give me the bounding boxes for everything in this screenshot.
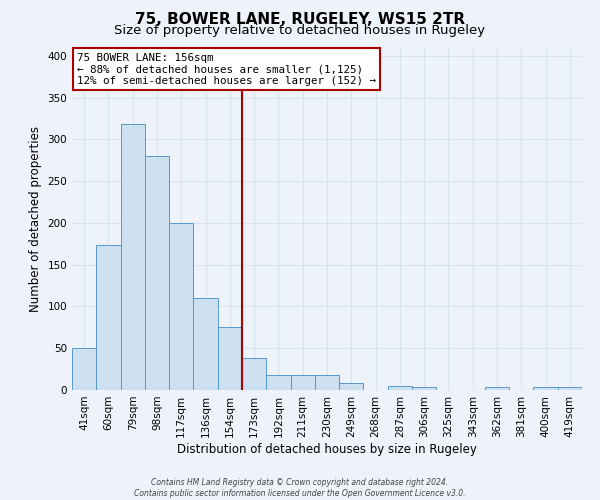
Text: 75 BOWER LANE: 156sqm
← 88% of detached houses are smaller (1,125)
12% of semi-d: 75 BOWER LANE: 156sqm ← 88% of detached …: [77, 52, 376, 86]
Y-axis label: Number of detached properties: Number of detached properties: [29, 126, 42, 312]
Bar: [218, 328, 242, 390]
Bar: [533, 388, 558, 390]
Text: 75, BOWER LANE, RUGELEY, WS15 2TR: 75, BOWER LANE, RUGELEY, WS15 2TR: [135, 12, 465, 28]
Bar: [290, 375, 315, 390]
Bar: [145, 156, 169, 390]
Text: Size of property relative to detached houses in Rugeley: Size of property relative to detached ho…: [115, 24, 485, 37]
Bar: [96, 246, 121, 390]
Bar: [388, 386, 412, 390]
Bar: [121, 124, 145, 390]
X-axis label: Distribution of detached houses by size in Rugeley: Distribution of detached houses by size …: [177, 442, 477, 456]
Bar: [485, 386, 509, 390]
Bar: [339, 384, 364, 390]
Bar: [315, 375, 339, 390]
Bar: [412, 388, 436, 390]
Bar: [266, 375, 290, 390]
Bar: [193, 298, 218, 390]
Text: Contains HM Land Registry data © Crown copyright and database right 2024.
Contai: Contains HM Land Registry data © Crown c…: [134, 478, 466, 498]
Bar: [169, 223, 193, 390]
Bar: [72, 348, 96, 390]
Bar: [558, 388, 582, 390]
Bar: [242, 358, 266, 390]
